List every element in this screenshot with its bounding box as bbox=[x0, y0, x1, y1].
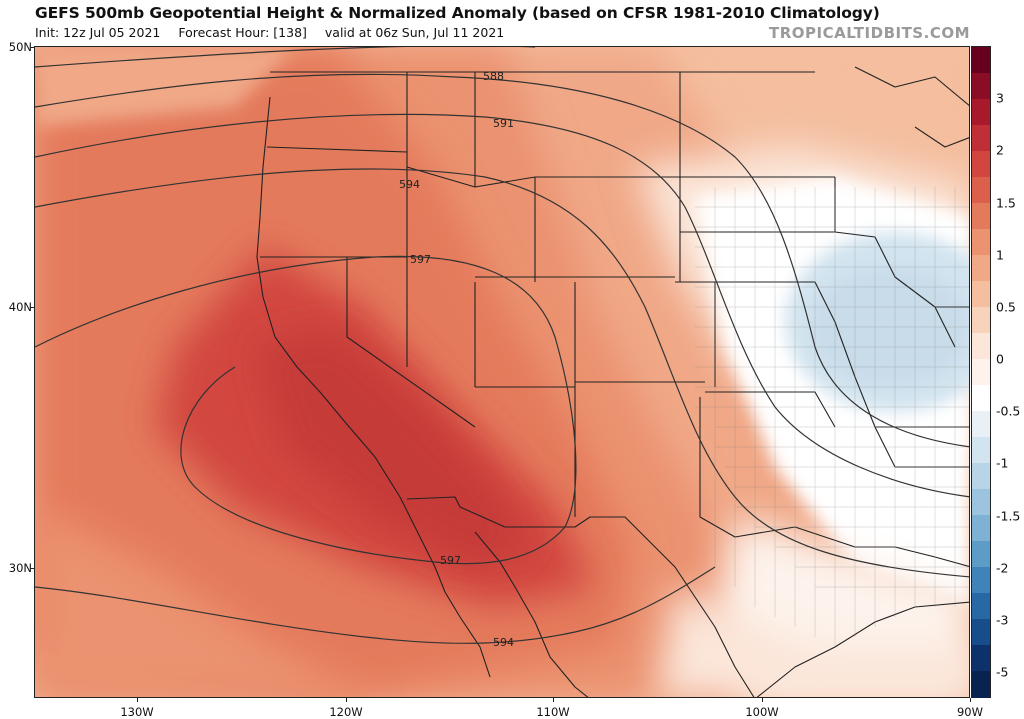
contour-label-594: 594 bbox=[399, 178, 420, 191]
colorbar-label-neg-5: -5 bbox=[996, 664, 1009, 680]
lon-label-90w: 90W bbox=[956, 705, 984, 719]
contour-label-597-north: 597 bbox=[410, 253, 431, 266]
map-canvas: 588 591 594 597 597 594 bbox=[35, 47, 969, 697]
lon-label-110w: 110W bbox=[536, 705, 570, 719]
map-subtitle: Init: 12z Jul 05 2021 Forecast Hour: [13… bbox=[35, 25, 518, 40]
valid-time: valid at 06z Sun, Jul 11 2021 bbox=[324, 25, 505, 40]
colorbar-segment bbox=[972, 125, 990, 152]
colorbar-segment bbox=[972, 333, 990, 360]
lat-tick-50n bbox=[30, 47, 34, 48]
forecast-hour: Forecast Hour: [138] bbox=[178, 25, 307, 40]
colorbar-label-neg-1: -1 bbox=[996, 455, 1009, 471]
map-panel: 588 591 594 597 597 594 bbox=[34, 46, 970, 698]
colorbar-label-1: 1 bbox=[996, 247, 1004, 263]
lat-label-40n: 40N bbox=[8, 300, 32, 314]
colorbar-label-neg-2: -2 bbox=[996, 560, 1009, 576]
contour-label-591: 591 bbox=[493, 117, 514, 130]
colorbar-segment bbox=[972, 47, 990, 74]
colorbar-segment bbox=[972, 281, 990, 308]
colorbar-label-3: 3 bbox=[996, 90, 1004, 106]
colorbar-segment bbox=[972, 541, 990, 568]
lon-tick-120w bbox=[346, 698, 347, 702]
contour-label-597-south: 597 bbox=[440, 554, 461, 567]
colorbar-label-1-5: 1.5 bbox=[996, 195, 1016, 211]
lat-tick-40n bbox=[30, 307, 34, 308]
colorbar bbox=[971, 46, 991, 698]
colorbar-segment bbox=[972, 73, 990, 100]
colorbar-label-2: 2 bbox=[996, 142, 1004, 158]
contour-labels: 588 591 594 597 597 594 bbox=[399, 70, 514, 649]
colorbar-segment bbox=[972, 255, 990, 282]
colorbar-segment bbox=[972, 307, 990, 334]
colorbar-segment bbox=[972, 385, 990, 412]
colorbar-segment bbox=[972, 515, 990, 542]
colorbar-segment bbox=[972, 645, 990, 672]
colorbar-label-neg-1-5: -1.5 bbox=[996, 508, 1021, 524]
colorbar-segment bbox=[972, 203, 990, 230]
init-time: Init: 12z Jul 05 2021 bbox=[35, 25, 161, 40]
colorbar-segment bbox=[972, 177, 990, 204]
colorbar-label-neg-0-5: -0.5 bbox=[996, 403, 1021, 419]
lat-tick-30n bbox=[30, 568, 34, 569]
colorbar-segment bbox=[972, 463, 990, 490]
colorbar-segment bbox=[972, 151, 990, 178]
lon-tick-90w bbox=[970, 698, 971, 702]
contour-label-588: 588 bbox=[483, 70, 504, 83]
lon-label-130w: 130W bbox=[120, 705, 154, 719]
lon-tick-130w bbox=[137, 698, 138, 702]
lat-label-30n: 30N bbox=[8, 561, 32, 575]
colorbar-label-0-5: 0.5 bbox=[996, 299, 1016, 315]
colorbar-segment bbox=[972, 489, 990, 516]
colorbar-segment bbox=[972, 671, 990, 698]
lat-label-50n: 50N bbox=[8, 40, 32, 54]
colorbar-segment bbox=[972, 437, 990, 464]
colorbar-segment bbox=[972, 229, 990, 256]
colorbar-segment bbox=[972, 411, 990, 438]
map-title: GEFS 500mb Geopotential Height & Normali… bbox=[35, 4, 880, 22]
lon-label-100w: 100W bbox=[745, 705, 779, 719]
height-contours bbox=[35, 47, 969, 644]
lon-label-120w: 120W bbox=[329, 705, 363, 719]
colorbar-segment bbox=[972, 99, 990, 126]
anomaly-shading bbox=[35, 47, 969, 697]
colorbar-segment bbox=[972, 619, 990, 646]
colorbar-segment bbox=[972, 359, 990, 386]
colorbar-segment bbox=[972, 567, 990, 594]
watermark: TROPICALTIDBITS.COM bbox=[769, 24, 970, 42]
lon-tick-110w bbox=[553, 698, 554, 702]
lon-tick-100w bbox=[762, 698, 763, 702]
contour-label-594-south: 594 bbox=[493, 636, 514, 649]
colorbar-label-neg-3: -3 bbox=[996, 612, 1009, 628]
colorbar-label-0: 0 bbox=[996, 351, 1004, 367]
county-lines bbox=[695, 187, 969, 647]
colorbar-segment bbox=[972, 593, 990, 620]
